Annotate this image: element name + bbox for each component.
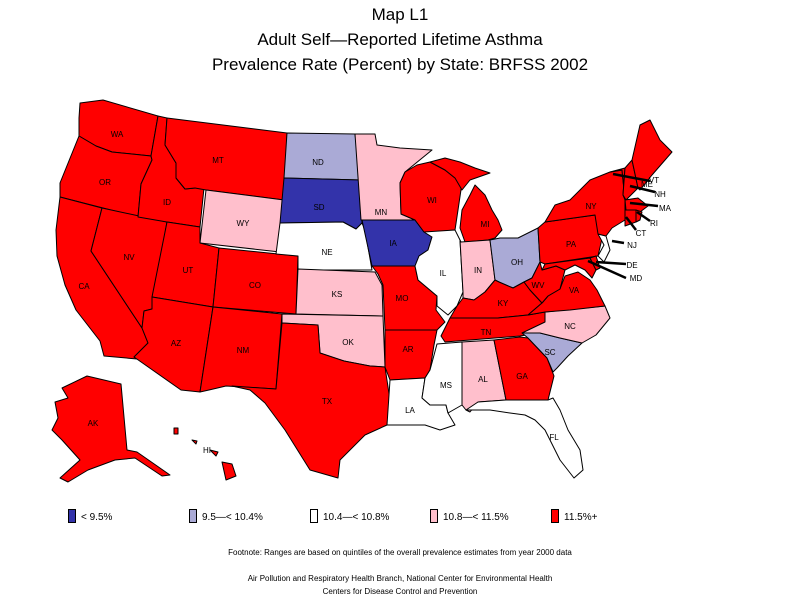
svg-text:IL: IL: [440, 269, 447, 278]
state-NC[interactable]: [521, 305, 611, 344]
svg-text:IN: IN: [474, 266, 482, 275]
legend-item: < 9.5%: [68, 509, 112, 523]
svg-text:SC: SC: [544, 348, 555, 357]
svg-text:VT: VT: [649, 176, 659, 185]
svg-text:PA: PA: [566, 240, 577, 249]
svg-text:RI: RI: [650, 219, 658, 228]
state-FL[interactable]: [465, 397, 584, 479]
legend-swatch: [310, 509, 318, 523]
svg-text:CT: CT: [636, 229, 647, 238]
svg-text:NC: NC: [564, 322, 576, 331]
state-MI[interactable]: [459, 184, 503, 243]
state-MI-upper[interactable]: [429, 157, 491, 191]
svg-text:TX: TX: [322, 397, 333, 406]
svg-text:WY: WY: [237, 219, 251, 228]
svg-text:HI: HI: [203, 446, 211, 455]
svg-text:VA: VA: [569, 286, 580, 295]
svg-text:NY: NY: [585, 202, 597, 211]
svg-text:OH: OH: [511, 258, 523, 267]
svg-text:DE: DE: [626, 261, 637, 270]
svg-text:OR: OR: [99, 178, 111, 187]
svg-text:UT: UT: [183, 266, 194, 275]
legend-label: 11.5%+: [564, 512, 598, 523]
svg-text:MA: MA: [659, 204, 672, 213]
svg-text:WI: WI: [427, 196, 437, 205]
state-AK[interactable]: [51, 375, 171, 483]
state-HI-kauai[interactable]: [173, 427, 179, 435]
credit-line-1: Air Pollution and Respiratory Health Bra…: [247, 574, 553, 583]
svg-text:MS: MS: [440, 381, 452, 390]
legend-label: < 9.5%: [81, 512, 113, 523]
legend-swatch: [430, 509, 438, 523]
svg-text:NV: NV: [123, 253, 135, 262]
svg-text:AL: AL: [478, 375, 488, 384]
svg-text:SD: SD: [313, 203, 324, 212]
state-NH[interactable]: [622, 159, 639, 201]
footnote: Footnote: Ranges are based on quintiles …: [228, 548, 572, 557]
legend-swatch: [189, 509, 197, 523]
credit-line-2: Centers for Disease Control and Preventi…: [322, 587, 478, 596]
map-subtitle: Adult Self—Reported Lifetime Asthma: [257, 30, 543, 49]
svg-text:NH: NH: [654, 190, 666, 199]
map-legend: < 9.5% 9.5—< 10.4% 10.4—< 10.8% 10.8—< 1…: [0, 509, 800, 529]
legend-label: 10.8—< 11.5%: [443, 512, 509, 523]
svg-text:MO: MO: [396, 294, 409, 303]
svg-text:AZ: AZ: [171, 339, 181, 348]
svg-text:AR: AR: [402, 345, 413, 354]
map-subtitle-2: Prevalence Rate (Percent) by State: BRFS…: [211, 55, 589, 74]
svg-text:NJ: NJ: [627, 241, 637, 250]
state-labels: WA OR CA NV ID MT WY UT CO AZ NM TX ND S…: [78, 130, 671, 455]
svg-text:FL: FL: [549, 433, 559, 442]
svg-text:IA: IA: [389, 239, 397, 248]
legend-item: 10.4—< 10.8%: [310, 509, 389, 523]
legend-swatch: [68, 509, 76, 523]
legend-item: 11.5%+: [551, 509, 597, 523]
state-HI-oahu[interactable]: [191, 439, 198, 445]
svg-text:KS: KS: [332, 290, 343, 299]
svg-text:OK: OK: [342, 338, 354, 347]
svg-text:LA: LA: [405, 406, 415, 415]
svg-text:ND: ND: [312, 158, 324, 167]
legend-label: 9.5—< 10.4%: [202, 512, 263, 523]
svg-text:WA: WA: [111, 130, 124, 139]
callout-lines: [587, 172, 659, 280]
legend-label: 10.4—< 10.8%: [323, 512, 390, 523]
state-HI-maui[interactable]: [209, 449, 219, 457]
state-TX[interactable]: [231, 322, 391, 479]
svg-text:ME: ME: [641, 180, 653, 189]
svg-text:ID: ID: [163, 198, 171, 207]
svg-text:MD: MD: [630, 274, 643, 283]
svg-text:GA: GA: [516, 372, 528, 381]
legend-item: 9.5—< 10.4%: [189, 509, 263, 523]
svg-text:CA: CA: [78, 282, 90, 291]
svg-text:TN: TN: [481, 328, 492, 337]
state-ND[interactable]: [283, 132, 362, 181]
svg-text:MI: MI: [481, 220, 490, 229]
state-MT[interactable]: [164, 117, 288, 201]
state-KS[interactable]: [295, 268, 384, 317]
svg-text:NM: NM: [237, 346, 250, 355]
svg-text:AK: AK: [88, 419, 99, 428]
legend-swatch: [551, 509, 559, 523]
svg-text:KY: KY: [498, 299, 509, 308]
map-title: Map L1: [371, 5, 429, 24]
svg-text:NE: NE: [321, 248, 332, 257]
svg-text:WV: WV: [532, 281, 546, 290]
state-MA[interactable]: [624, 197, 649, 213]
state-HI-big[interactable]: [221, 461, 237, 481]
svg-text:MT: MT: [212, 156, 224, 165]
svg-text:CO: CO: [249, 281, 261, 290]
legend-item: 10.8—< 11.5%: [430, 509, 509, 523]
svg-text:MN: MN: [375, 208, 388, 217]
